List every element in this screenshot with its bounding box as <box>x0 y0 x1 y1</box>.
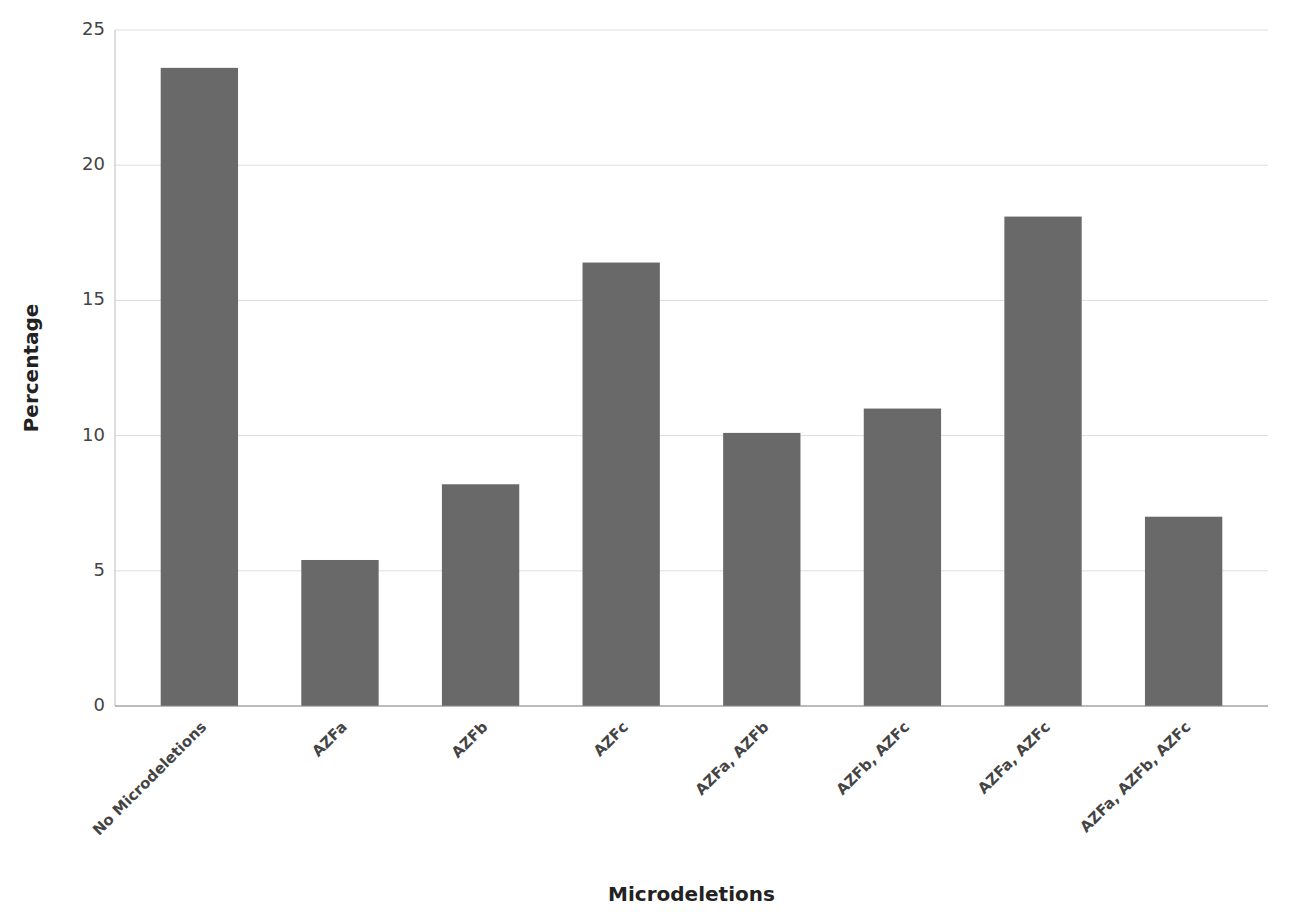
x-tick-label: AZFb, AZFc <box>833 718 914 799</box>
x-tick-label: AZFa, AZFb, AZFc <box>1076 718 1194 836</box>
grid <box>115 30 1268 706</box>
chart-container: 0 5 10 15 20 25 No Microdeletions AZFa AZFb AZFc A… <box>0 0 1298 921</box>
y-tick-label: 10 <box>82 424 105 445</box>
grid-line <box>115 165 1268 166</box>
x-tick-label: AZFa, AZFb <box>692 718 773 799</box>
y-axis-label: Percentage <box>19 304 43 433</box>
y-tick-label: 5 <box>94 559 105 580</box>
x-tick-label: AZFa, AZFc <box>974 718 1054 798</box>
x-tick-label: AZFb <box>448 718 492 762</box>
grid-line <box>115 706 1268 707</box>
bar <box>301 560 378 706</box>
bar <box>1004 217 1081 706</box>
bar <box>442 484 519 706</box>
bar <box>583 263 660 706</box>
x-tick-label: AZFa <box>308 718 350 760</box>
bar <box>723 433 800 706</box>
y-tick-label: 25 <box>82 18 105 39</box>
x-tick-label: AZFc <box>590 718 632 760</box>
grid-line <box>115 30 1268 31</box>
x-tick-label: No Microdeletions <box>89 718 210 839</box>
y-axis-line <box>115 30 116 706</box>
y-tick-label: 15 <box>82 288 105 309</box>
bars <box>161 68 1223 706</box>
bar <box>161 68 238 706</box>
x-axis-line <box>115 706 1268 707</box>
grid-line <box>115 300 1268 301</box>
bar <box>864 409 941 706</box>
y-tick-label: 0 <box>94 694 105 715</box>
grid-line <box>115 570 1268 571</box>
bar <box>1145 517 1222 706</box>
x-axis-label: Microdeletions <box>608 882 775 906</box>
y-tick-label: 20 <box>82 153 105 174</box>
grid-line <box>115 435 1268 436</box>
chart-svg: 0 5 10 15 20 25 No Microdeletions AZFa AZFb AZFc A… <box>0 0 1298 921</box>
